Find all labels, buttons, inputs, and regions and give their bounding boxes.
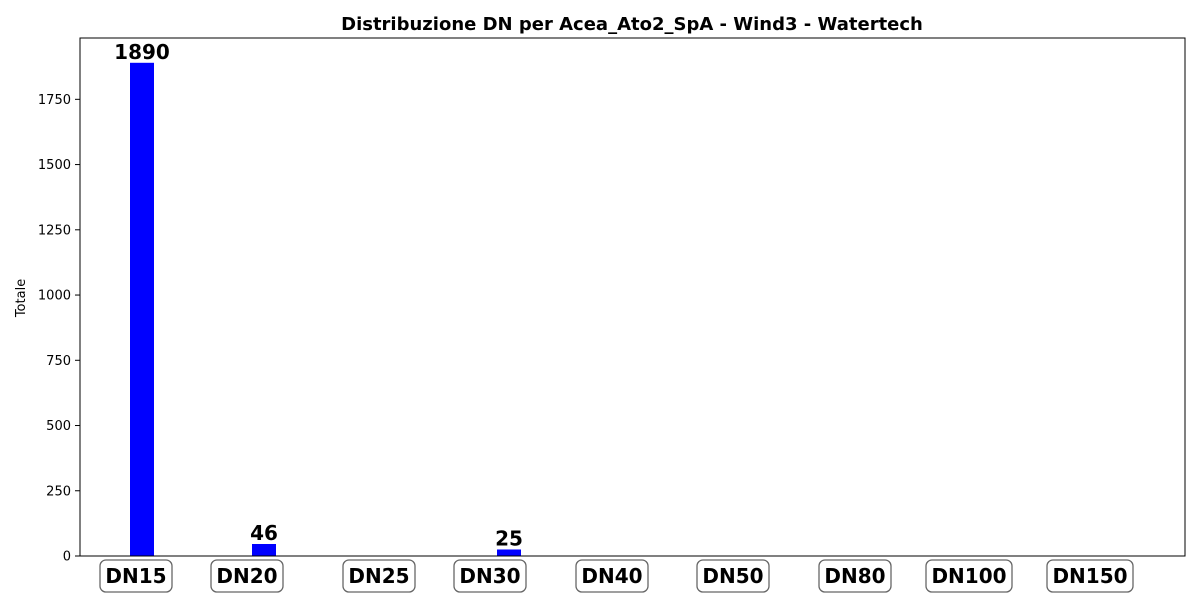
y-axis-ticks: 0 250 500 750 1000 1250 1500 1750 bbox=[38, 93, 80, 565]
y-tick-label: 750 bbox=[46, 354, 71, 369]
y-tick-label: 1750 bbox=[38, 93, 71, 108]
x-category-dn40: DN40 bbox=[575, 559, 649, 593]
plot-frame bbox=[79, 37, 1186, 557]
x-category-dn20: DN20 bbox=[210, 559, 284, 593]
category-box bbox=[1046, 559, 1134, 593]
x-category-dn25: DN25 bbox=[342, 559, 416, 593]
category-label: DN40 bbox=[581, 564, 642, 588]
bar-dn15 bbox=[130, 62, 154, 557]
category-box bbox=[818, 559, 892, 593]
data-label-dn15: 1890 bbox=[114, 40, 170, 64]
category-label: DN80 bbox=[824, 564, 885, 588]
category-label: DN20 bbox=[216, 564, 277, 588]
category-box bbox=[99, 559, 173, 593]
category-box bbox=[453, 559, 527, 593]
y-tick-label: 1500 bbox=[38, 158, 71, 173]
bar-dn30 bbox=[497, 549, 521, 556]
y-tick-label: 1000 bbox=[38, 289, 71, 304]
bars-layer bbox=[130, 62, 521, 557]
category-box bbox=[575, 559, 649, 593]
y-tick-label: 500 bbox=[46, 419, 71, 434]
chart-title: Distribuzione DN per Acea_Ato2_SpA - Win… bbox=[341, 14, 923, 35]
x-category-dn100: DN100 bbox=[925, 559, 1013, 593]
x-category-dn150: DN150 bbox=[1046, 559, 1134, 593]
category-label: DN15 bbox=[105, 564, 166, 588]
data-label-dn20: 46 bbox=[250, 521, 278, 545]
category-box bbox=[342, 559, 416, 593]
category-box bbox=[925, 559, 1013, 593]
category-label: DN25 bbox=[348, 564, 409, 588]
category-box bbox=[696, 559, 770, 593]
bar-dn20 bbox=[252, 543, 276, 556]
category-label: DN100 bbox=[931, 564, 1006, 588]
data-labels: 1890 46 25 bbox=[114, 40, 523, 551]
y-axis-label: Totale bbox=[14, 279, 29, 318]
category-label: DN150 bbox=[1052, 564, 1127, 588]
category-box bbox=[210, 559, 284, 593]
y-tick-label: 0 bbox=[63, 550, 71, 565]
category-label: DN50 bbox=[702, 564, 763, 588]
x-category-dn80: DN80 bbox=[818, 559, 892, 593]
x-category-dn15: DN15 bbox=[99, 559, 173, 593]
y-tick-label: 250 bbox=[46, 484, 71, 499]
y-tick-label: 1250 bbox=[38, 223, 71, 238]
x-category-dn30: DN30 bbox=[453, 559, 527, 593]
x-axis-categories: DN15 DN20 DN25 DN30 DN40 DN50 DN80 DN100 DN150 bbox=[99, 559, 1134, 593]
data-label-dn30: 25 bbox=[495, 526, 523, 550]
category-label: DN30 bbox=[459, 564, 520, 588]
x-category-dn50: DN50 bbox=[696, 559, 770, 593]
